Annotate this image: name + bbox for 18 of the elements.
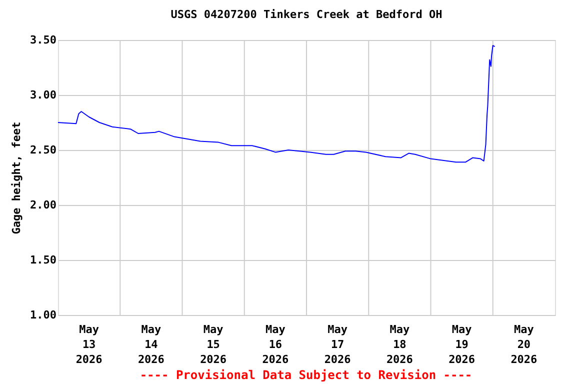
x-tick-label: May 19 2026 [448,323,476,366]
y-tick-label: 2.00 [30,198,56,212]
x-tick-label: May 18 2026 [386,323,414,366]
y-tick-label: 1.00 [30,308,56,322]
y-tick-label: 2.50 [30,144,56,156]
x-tick-label: May 13 2026 [76,323,103,366]
x-tick-label: May 20 2026 [510,323,538,366]
x-tick-label: May 17 2026 [324,323,352,366]
chart-title: USGS 04207200 Tinkers Creek at Bedford OH [170,8,442,21]
line-series [58,45,496,163]
y-axis-title: Gage height, feet [10,122,24,234]
x-tick-label: May 16 2026 [262,323,290,366]
y-tick-label: 3.00 [30,88,56,102]
y-tick-label: 1.50 [30,254,56,266]
y-tick-label: 3.50 [30,34,56,46]
x-tick-label: May 15 2026 [200,323,227,366]
x-tick-label: May 14 2026 [138,323,165,366]
text: ---- Provisional Data Subject to Revision ---- [140,368,472,382]
